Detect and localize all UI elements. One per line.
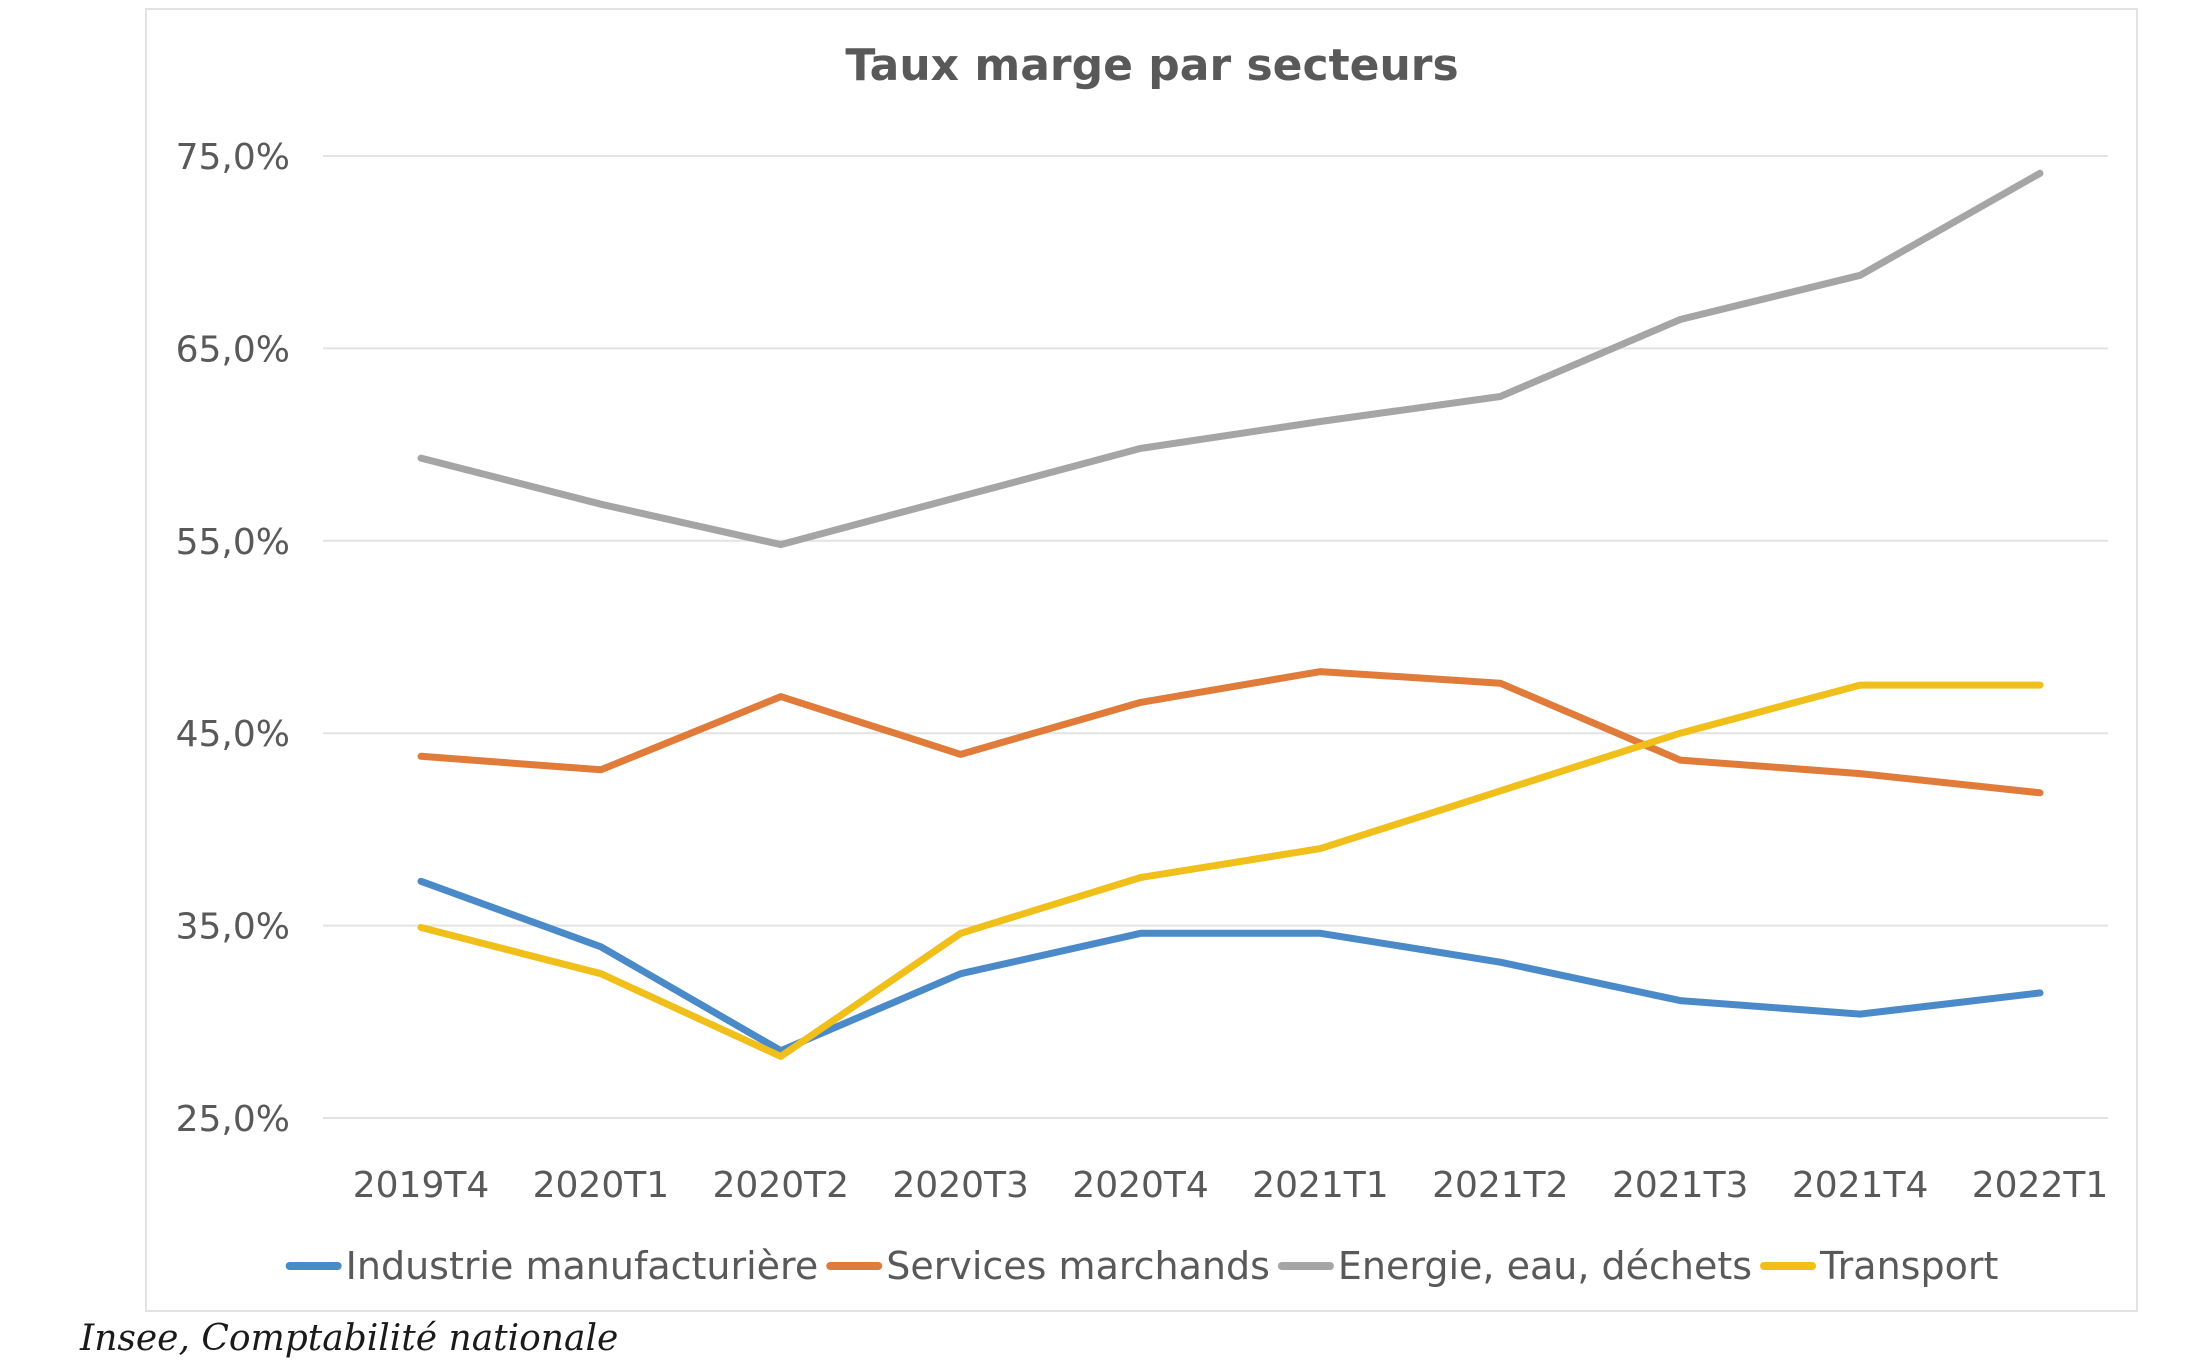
y-tick-label: 75,0% <box>176 137 290 178</box>
series-lines <box>417 169 2044 1060</box>
y-tick-label: 55,0% <box>176 522 290 563</box>
legend-label: Industrie manufacturière <box>346 1244 819 1288</box>
legend: Industrie manufacturière Services marchan… <box>285 1244 1998 1288</box>
legend-label: Services marchands <box>886 1244 1270 1288</box>
x-tick-label: 2020T1 <box>533 1165 670 1206</box>
x-tick-label: 2020T4 <box>1072 1165 1209 1206</box>
chart-frame <box>145 8 2138 1312</box>
x-tick-label: 2021T4 <box>1792 1165 1929 1206</box>
series-line-3 <box>417 681 2044 1060</box>
legend-item: Industrie manufacturière <box>285 1244 819 1288</box>
x-tick-label: 2022T1 <box>1972 1165 2109 1206</box>
x-tick-label: 2021T1 <box>1252 1165 1389 1206</box>
y-tick-label: 35,0% <box>176 907 290 948</box>
chart-title: Taux marge par secteurs <box>845 40 1458 91</box>
x-tick-label: 2021T3 <box>1612 1165 1749 1206</box>
legend-label: Energie, eau, déchets <box>1338 1244 1752 1288</box>
gridlines <box>323 155 2108 1119</box>
series-line-1 <box>417 668 2044 797</box>
y-tick-label: 45,0% <box>176 714 290 755</box>
series-line-0 <box>417 877 2044 1055</box>
legend-item: Energie, eau, déchets <box>1277 1244 1752 1288</box>
x-axis-ticks: 2019T4 2020T1 2020T2 2020T3 2020T4 2021T1 2021… <box>353 1165 2109 1206</box>
y-tick-label: 65,0% <box>176 329 290 370</box>
x-tick-label: 2020T3 <box>892 1165 1029 1206</box>
y-axis-ticks: 25,0% 35,0% 45,0% 55,0% 65,0% 75,0% <box>176 137 290 1140</box>
x-tick-label: 2021T2 <box>1432 1165 1569 1206</box>
x-tick-label: 2019T4 <box>353 1165 490 1206</box>
legend-item: Services marchands <box>826 1244 1270 1288</box>
series-line-2 <box>417 169 2044 549</box>
source-caption: Insee, Comptabilité nationale <box>80 1318 619 1359</box>
legend-item: Transport <box>1760 1244 1998 1288</box>
legend-label: Transport <box>1819 1244 1998 1288</box>
y-tick-label: 25,0% <box>176 1099 290 1140</box>
x-tick-label: 2020T2 <box>713 1165 850 1206</box>
